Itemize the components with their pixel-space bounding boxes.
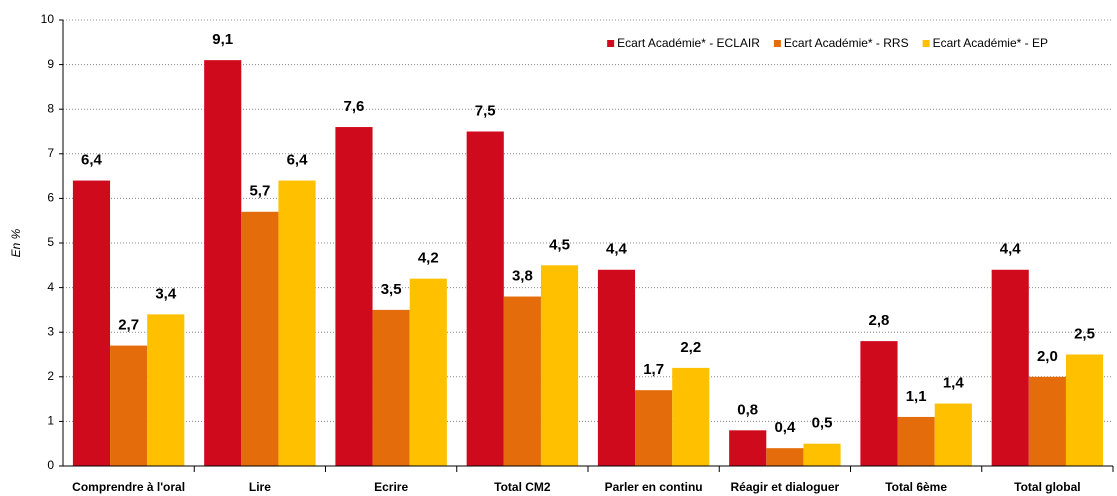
- value-label: 4,4: [606, 241, 628, 258]
- legend-swatch: [773, 40, 781, 47]
- y-tick-label: 8: [47, 101, 54, 115]
- value-label: 5,7: [249, 183, 270, 200]
- bar: [991, 269, 1029, 466]
- bar: [1028, 376, 1066, 466]
- y-tick-label: 2: [47, 369, 54, 383]
- legend-swatch: [607, 40, 615, 47]
- value-label: 4,5: [549, 236, 570, 253]
- bar: [672, 367, 710, 466]
- y-tick-label: 7: [47, 146, 54, 160]
- y-axis-label: En %: [9, 228, 23, 257]
- bar: [466, 131, 504, 466]
- legend-label: Ecart Académie* - EP: [933, 36, 1048, 50]
- bar: [803, 443, 841, 466]
- bar: [1065, 354, 1104, 466]
- value-label: 2,8: [869, 312, 890, 329]
- value-label: 4,4: [1000, 241, 1022, 258]
- value-label: 6,4: [81, 152, 103, 169]
- value-label: 1,7: [643, 361, 664, 378]
- bar: [204, 60, 242, 466]
- value-label: 9,1: [212, 31, 233, 48]
- value-label: 1,4: [943, 375, 965, 392]
- x-tick-label: Ecrire: [374, 480, 408, 494]
- value-label: 3,4: [155, 285, 177, 302]
- value-label: 7,6: [344, 98, 365, 115]
- bar: [503, 296, 541, 466]
- value-label: 2,5: [1074, 325, 1095, 342]
- value-label: 2,7: [118, 317, 139, 334]
- y-tick-label: 3: [47, 324, 54, 338]
- bar: [597, 269, 636, 466]
- x-tick-label: Lire: [249, 480, 271, 494]
- bar: [540, 265, 579, 466]
- value-label: 4,2: [418, 250, 439, 267]
- bar: [335, 127, 373, 466]
- x-tick-label: Réagir et dialoguer: [731, 480, 840, 494]
- bar: [934, 403, 972, 466]
- x-tick-label: Total CM2: [494, 480, 551, 494]
- x-tick-label: Comprendre à l'oral: [72, 480, 185, 494]
- value-label: 3,8: [512, 267, 533, 284]
- legend-label: Ecart Académie* - ECLAIR: [617, 36, 760, 50]
- value-label: 0,8: [737, 401, 758, 418]
- y-tick-label: 0: [47, 458, 54, 472]
- bar: [278, 180, 316, 466]
- value-label: 2,0: [1037, 348, 1058, 365]
- x-tick-label: Total global: [1014, 480, 1080, 494]
- value-label: 0,5: [812, 415, 833, 432]
- bar: [766, 448, 804, 466]
- x-tick-label: Total 6ème: [885, 480, 947, 494]
- value-label: 1,1: [906, 388, 927, 405]
- legend-label: Ecart Académie* - RRS: [784, 36, 909, 50]
- value-label: 7,5: [475, 102, 496, 119]
- value-label: 2,2: [680, 339, 701, 356]
- legend-swatch: [922, 40, 930, 47]
- bar: [897, 416, 935, 466]
- y-tick-label: 4: [47, 280, 54, 294]
- y-tick-label: 6: [47, 191, 54, 205]
- bar: [635, 390, 673, 466]
- bar: [860, 341, 898, 466]
- y-tick-label: 1: [47, 414, 54, 428]
- value-label: 3,5: [381, 281, 402, 298]
- y-tick-label: 10: [41, 12, 55, 26]
- value-label: 0,4: [774, 419, 796, 436]
- bar: [729, 430, 767, 466]
- bar: [147, 314, 185, 466]
- bar: [409, 278, 447, 466]
- value-label: 6,4: [287, 152, 309, 169]
- x-tick-label: Parler en continu: [605, 480, 703, 494]
- y-tick-label: 9: [47, 57, 54, 71]
- bar: [72, 180, 111, 466]
- bar: [241, 211, 279, 466]
- y-tick-label: 5: [47, 235, 54, 249]
- bar: [110, 345, 148, 466]
- bar: [372, 309, 410, 466]
